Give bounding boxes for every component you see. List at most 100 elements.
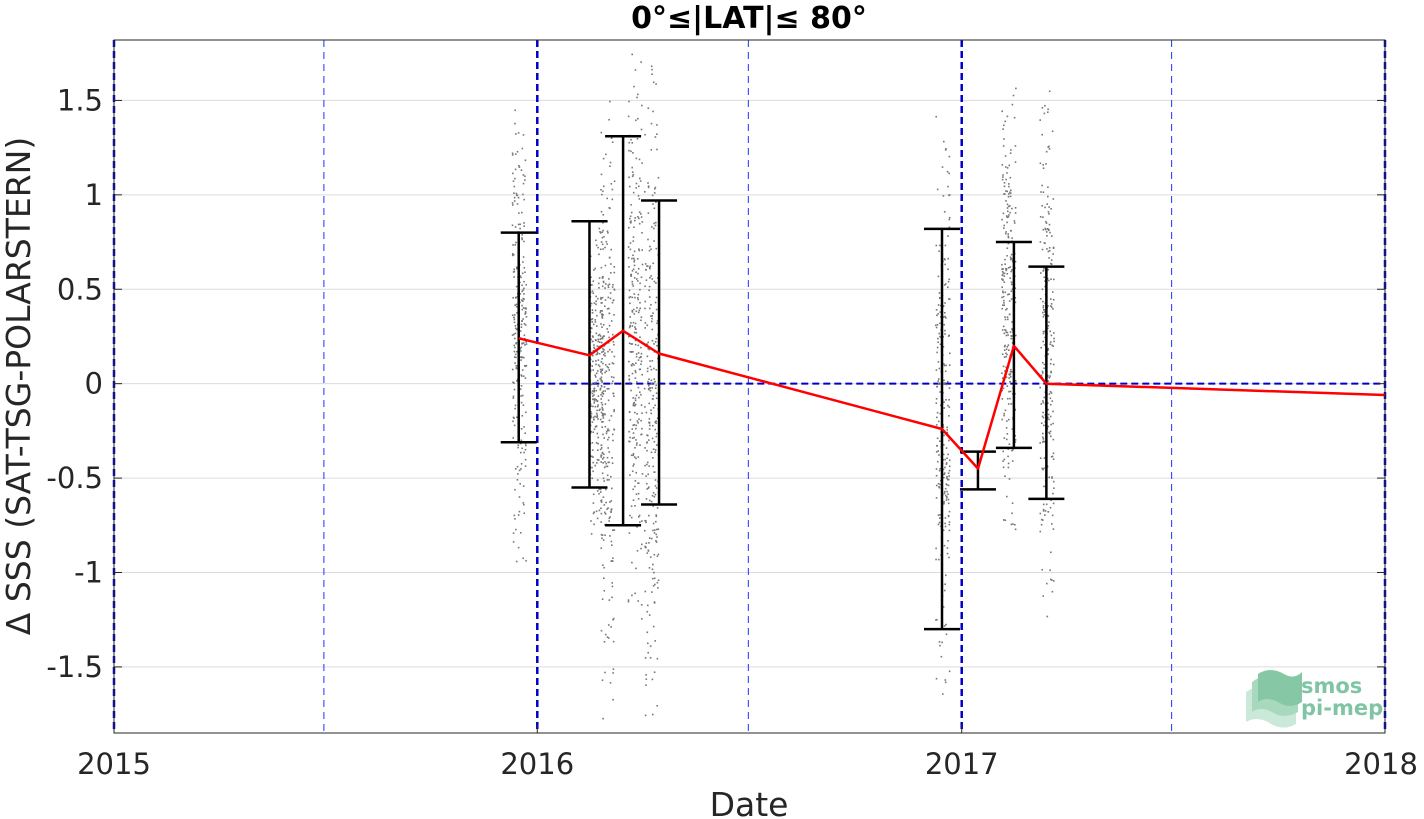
- scatter-point: [652, 81, 655, 84]
- scatter-point: [608, 520, 610, 522]
- scatter-point: [606, 508, 608, 510]
- scatter-point: [604, 413, 606, 416]
- scatter-point: [1050, 263, 1053, 265]
- scatter-point: [611, 582, 613, 584]
- scatter-point: [1049, 330, 1051, 333]
- scatter-point: [648, 542, 650, 544]
- scatter-point: [628, 176, 630, 179]
- scatter-point: [593, 428, 596, 431]
- scatter-point: [655, 541, 658, 543]
- scatter-point: [607, 399, 610, 402]
- scatter-point: [1040, 518, 1043, 521]
- scatter-point: [524, 377, 527, 379]
- scatter-point: [1009, 331, 1012, 333]
- scatter-point: [1008, 418, 1010, 421]
- scatter-point: [601, 391, 603, 394]
- scatter-point: [600, 411, 603, 414]
- scatter-point: [1042, 468, 1044, 471]
- scatter-point: [592, 461, 594, 464]
- scatter-point: [604, 403, 607, 405]
- scatter-point: [522, 375, 525, 377]
- scatter-point: [515, 365, 517, 367]
- scatter-point: [523, 240, 525, 243]
- scatter-point: [634, 485, 636, 488]
- scatter-point: [612, 284, 614, 286]
- scatter-point: [593, 302, 596, 304]
- scatter-point: [644, 447, 646, 449]
- scatter-point: [590, 412, 593, 415]
- scatter-point: [1006, 385, 1009, 387]
- scatter-point: [942, 305, 945, 307]
- scatter-point: [937, 378, 940, 380]
- scatter-point: [612, 433, 614, 436]
- scatter-point: [637, 492, 640, 495]
- scatter-point: [1048, 145, 1050, 148]
- scatter-point: [1041, 288, 1044, 291]
- y-tick-label: 1: [85, 178, 103, 212]
- scatter-point: [613, 395, 615, 397]
- scatter-point: [602, 413, 604, 415]
- scatter-point: [1048, 432, 1051, 435]
- scatter-point: [948, 459, 951, 462]
- scatter-point: [514, 304, 516, 306]
- scatter-point: [599, 341, 601, 343]
- scatter-point: [525, 341, 527, 343]
- scatter-point: [1050, 423, 1052, 426]
- scatter-point: [641, 263, 644, 266]
- scatter-point: [602, 477, 605, 480]
- scatter-point: [1041, 205, 1043, 207]
- scatter-point: [651, 278, 654, 280]
- scatter-point: [633, 331, 636, 334]
- scatter-point: [600, 210, 603, 213]
- scatter-point: [639, 301, 641, 304]
- scatter-point: [602, 393, 605, 395]
- y-axis-ticks: 1.510.50-0.5-1-1.5: [46, 83, 1385, 684]
- scatter-point: [939, 322, 941, 325]
- scatter-point: [521, 211, 523, 214]
- scatter-point: [597, 442, 599, 445]
- scatter-point: [942, 468, 945, 471]
- scatter-point: [651, 328, 654, 331]
- scatter-point: [648, 486, 650, 488]
- scatter-point: [656, 432, 658, 435]
- scatter-point: [653, 343, 655, 345]
- scatter-point: [634, 447, 636, 449]
- scatter-point: [648, 514, 650, 517]
- scatter-point: [604, 513, 607, 515]
- scatter-point: [635, 427, 637, 430]
- scatter-point: [608, 363, 611, 365]
- scatter-point: [655, 520, 657, 523]
- scatter-point: [657, 528, 660, 530]
- scatter-point: [946, 426, 948, 429]
- scatter-point: [947, 484, 950, 487]
- scatter-point: [593, 391, 595, 393]
- scatter-point: [1008, 443, 1011, 445]
- scatter-point: [599, 368, 602, 371]
- scatter-point: [524, 344, 526, 346]
- scatter-point: [629, 248, 632, 251]
- scatter-point: [610, 510, 612, 513]
- scatter-point: [629, 381, 631, 384]
- scatter-point: [1011, 329, 1014, 331]
- scatter-point: [1047, 228, 1049, 230]
- scatter-point: [1014, 441, 1017, 443]
- scatter-point: [1008, 164, 1010, 167]
- scatter-point: [607, 507, 609, 509]
- scatter-point: [1008, 214, 1010, 216]
- scatter-point: [604, 671, 606, 674]
- scatter-point: [944, 370, 947, 373]
- scatter-point: [936, 437, 939, 440]
- scatter-point: [517, 446, 519, 449]
- scatter-point: [595, 360, 597, 362]
- scatter-point: [637, 195, 640, 197]
- scatter-point: [512, 253, 514, 255]
- scatter-point: [513, 200, 516, 202]
- scatter-point: [613, 410, 615, 413]
- scatter-point: [629, 217, 631, 220]
- scatter-point: [602, 190, 604, 193]
- scatter-point: [599, 378, 601, 380]
- scatter-point: [637, 600, 639, 602]
- scatter-point: [638, 368, 641, 371]
- scatter-point: [1050, 298, 1052, 300]
- scatter-point: [1051, 344, 1053, 347]
